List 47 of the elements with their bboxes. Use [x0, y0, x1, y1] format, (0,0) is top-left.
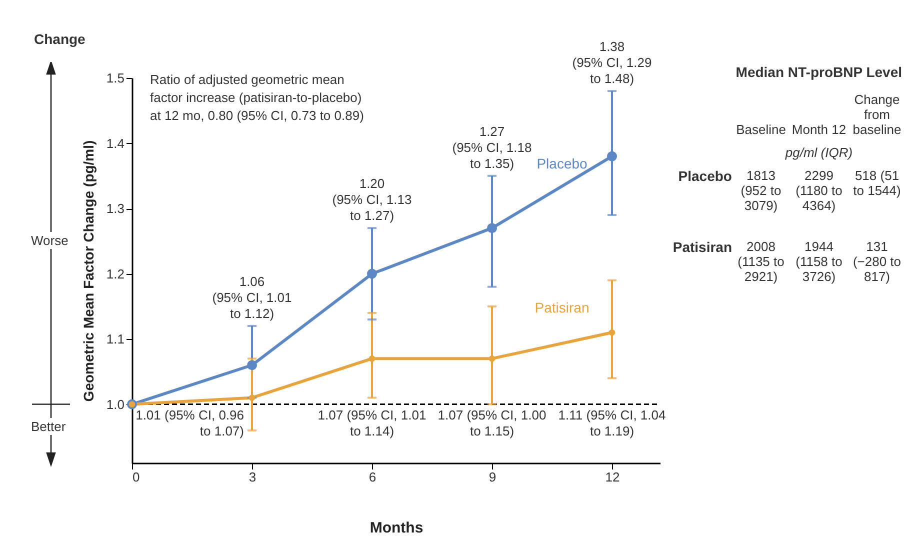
x-tick-label: 6: [368, 470, 376, 484]
annotation: 1.01 (95% CI, 0.96 to 1.07): [136, 407, 244, 438]
text: 1944 (1158 to 3726): [794, 239, 844, 284]
annotation: 1.27 (95% CI, 1.18 to 1.35): [452, 124, 532, 171]
text: 131 (−280 to 817): [852, 239, 902, 284]
text: Change from baseline: [852, 92, 902, 137]
series-label: Patisiran: [534, 299, 590, 316]
text: 2008 (1135 to 2921): [736, 239, 786, 284]
y-tick-label: 1.1: [106, 332, 124, 347]
x-tick-label: 3: [248, 470, 256, 484]
y-tick-label: 1.2: [106, 266, 124, 282]
y-tick-label: 1.5: [106, 70, 124, 86]
series-label: Placebo: [536, 155, 588, 172]
y-tick-label: 1.4: [106, 136, 124, 151]
x-tick-label: 0: [132, 470, 140, 484]
y-tick-label: 1.3: [106, 201, 124, 216]
text: Baseline: [735, 122, 787, 137]
text: Patisiran: [672, 239, 732, 257]
annotation: 1.07 (95% CI, 1.01 to 1.14): [318, 407, 426, 438]
point: [368, 355, 376, 362]
text: Change: [34, 30, 86, 48]
x-tick-label: 9: [488, 470, 496, 484]
annotation: 1.38 (95% CI, 1.29 to 1.48): [572, 39, 652, 86]
point: [367, 268, 377, 279]
annotation: 1.11 (95% CI, 1.04 to 1.19): [558, 407, 666, 438]
point: [488, 355, 496, 362]
point: [608, 329, 616, 336]
text: Placebo: [677, 168, 732, 186]
text: Worse: [31, 232, 68, 250]
annotation: Ratio of adjusted geometric mean factor increase (patisiran-to-placebo) at 12 mo, 0.80 (95% CI, 0.73 to 0.89): [150, 72, 364, 123]
text: Better: [31, 418, 66, 436]
annotation: 1.06 (95% CI, 1.01 to 1.12): [212, 274, 292, 321]
point: [487, 223, 497, 234]
text: Median NT-proBNP Level: [734, 64, 902, 80]
y-tick-label: 1.0: [106, 396, 124, 412]
text: 1813 (952 to 3079): [740, 168, 782, 213]
text: pg/ml (IQR): [784, 145, 854, 160]
text: 518 (51 to 1544): [852, 168, 902, 200]
x-axis-title: Months: [370, 520, 424, 536]
point: [607, 151, 617, 162]
annotation: 1.07 (95% CI, 1.00 to 1.15): [438, 407, 546, 438]
annotation: 1.20 (95% CI, 1.13 to 1.27): [332, 176, 412, 224]
x-tick-label: 12: [605, 470, 620, 484]
text: 2299 (1180 to 4364): [794, 168, 844, 213]
point: [247, 360, 257, 370]
y-axis-title: Geometric Mean Factor Change (pg/ml): [80, 140, 96, 402]
text: Month 12: [790, 122, 848, 137]
